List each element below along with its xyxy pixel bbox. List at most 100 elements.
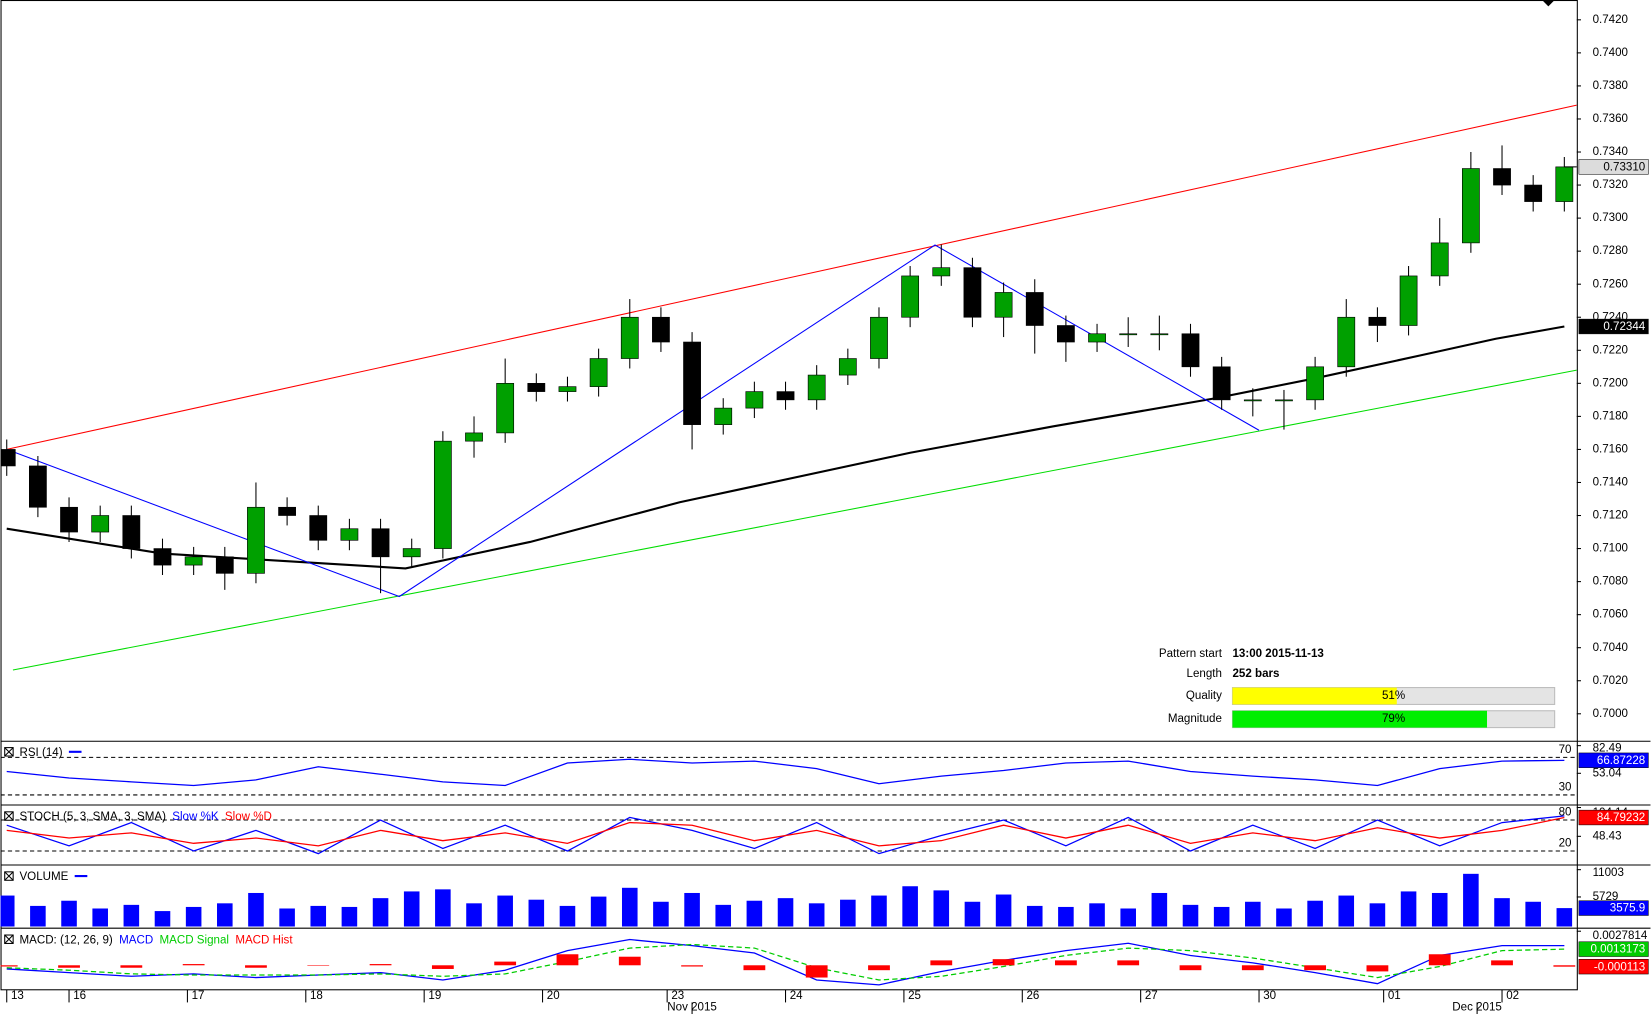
panel-title: VOLUME [19, 871, 68, 883]
y-tick-label: 0.7180 [1593, 410, 1628, 422]
candle-body [838, 358, 857, 376]
candle-body [309, 515, 328, 541]
candle-body [1524, 184, 1543, 202]
volume-bar [840, 899, 856, 927]
pattern-field-value: 252 bars [1232, 668, 1279, 680]
volume-bar [310, 905, 327, 927]
volume-bar [497, 895, 513, 927]
candle-body [714, 407, 733, 425]
histogram-bar [1241, 965, 1264, 971]
y-tick-label: 0.7200 [1593, 377, 1628, 389]
overlay-line [6, 104, 1577, 450]
volume-bar [1494, 898, 1510, 927]
volume-bar [435, 889, 451, 927]
panel [0, 815, 1577, 855]
y-tick-label: 0.7320 [1593, 179, 1628, 191]
candle-body [558, 386, 577, 392]
legend-entry: MACD Signal [160, 934, 230, 946]
y-tick-label: 0.7000 [1593, 708, 1628, 720]
last-value-label: -0.000113 [1594, 961, 1645, 973]
candle-body [91, 515, 110, 533]
x-tick-label: 01 [1388, 990, 1401, 1002]
volume-bar [372, 898, 389, 927]
pattern-field-value: 13:00 2015-11-13 [1232, 648, 1324, 660]
y-tick-label: 11003 [1593, 867, 1624, 879]
volume-bar [1151, 892, 1168, 927]
candle-body [994, 292, 1013, 318]
y-tick-label: 0.7080 [1593, 576, 1628, 588]
volume-bar [528, 899, 545, 927]
pattern-field-label: Quality [1186, 690, 1222, 702]
volume-bar [1525, 901, 1541, 927]
volume-bar [621, 887, 638, 927]
candle-body [1025, 292, 1044, 326]
candle-body [1430, 242, 1449, 277]
candle-body [1088, 333, 1106, 343]
volume-bar [902, 886, 918, 927]
last-value-label: 0.0013173 [1590, 944, 1645, 956]
volume-bar [1276, 908, 1292, 927]
volume-bar [995, 894, 1012, 927]
level-label: 80 [1559, 807, 1572, 819]
legend-entry: MACD Hist [235, 934, 293, 946]
scroll-marker [1542, 0, 1555, 7]
candle-body [1555, 166, 1574, 202]
volume-bar [185, 906, 202, 927]
candle-body [745, 391, 764, 409]
y-tick-label: 0.7380 [1593, 80, 1628, 92]
panel-title: MACD: (12, 26, 9) [19, 934, 112, 946]
volume-bar [1213, 906, 1230, 927]
candle-body [1337, 316, 1356, 368]
volume-bar [341, 906, 358, 927]
y-tick-label: 0.7420 [1593, 14, 1628, 26]
candle-body [652, 316, 670, 343]
histogram-bar [992, 959, 1015, 966]
volume-bar [1307, 900, 1323, 927]
histogram-bar [182, 964, 205, 966]
histogram-bar [1491, 960, 1513, 966]
candle-body [340, 528, 359, 541]
panel-icon [4, 934, 14, 944]
panel [0, 104, 1577, 671]
candle-body [683, 341, 701, 425]
volume-bar [964, 901, 981, 927]
candle-body [153, 548, 172, 566]
histogram-bar [1553, 965, 1576, 967]
histogram-bar [556, 954, 579, 966]
pattern-bar-label: 79% [1382, 713, 1405, 725]
candle-body [1275, 399, 1293, 402]
volume-bar [1556, 908, 1573, 927]
histogram-bar [805, 965, 828, 978]
candle-body [1150, 333, 1169, 336]
y-tick-label: 0.7260 [1593, 278, 1628, 290]
candle-body [1368, 316, 1387, 326]
x-tick-label: 20 [547, 990, 560, 1002]
x-tick-label: 27 [1145, 990, 1158, 1002]
y-tick-label: 0.7100 [1593, 543, 1628, 555]
volume-bar [1058, 906, 1074, 927]
histogram-bar [58, 965, 80, 968]
volume-bar [1431, 892, 1448, 927]
pattern-field-label: Pattern start [1159, 648, 1223, 660]
candle-body [1181, 333, 1200, 368]
volume-bar [1026, 905, 1043, 927]
y-tick-label: 0.7060 [1593, 609, 1628, 621]
volume-bar [1400, 891, 1417, 927]
volume-bar [1463, 873, 1479, 927]
volume-bar [808, 903, 825, 927]
histogram-bar [0, 965, 18, 967]
candle-body [29, 465, 47, 508]
volume-bar [92, 908, 108, 927]
histogram-bar [245, 965, 267, 968]
histogram-bar [1179, 965, 1202, 971]
pattern-field-label: Length [1187, 668, 1222, 680]
y-tick-label: 82.49 [1593, 743, 1622, 755]
pattern-bar-label: 51% [1382, 690, 1405, 702]
histogram-bar [120, 965, 143, 968]
candle-body [870, 316, 888, 359]
last-value-box [1578, 900, 1649, 916]
last-value-label: 0.72344 [1603, 321, 1645, 333]
candle-body [371, 528, 390, 558]
